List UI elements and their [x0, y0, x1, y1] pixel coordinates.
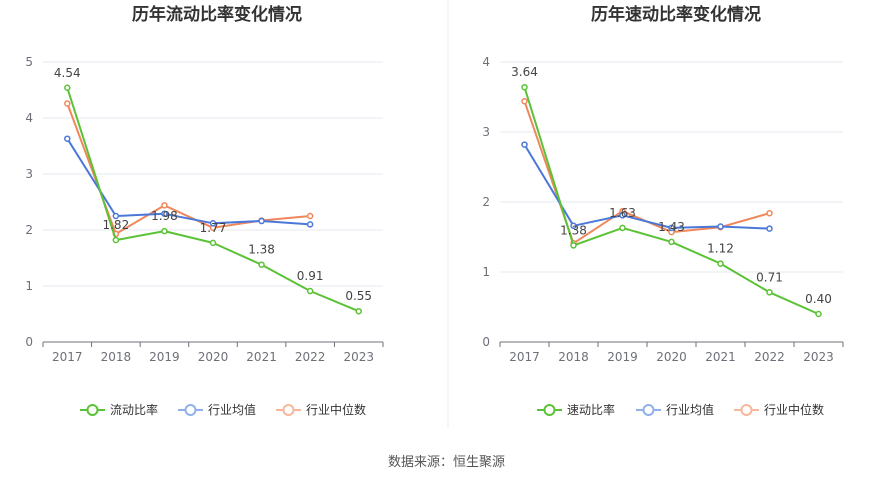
data-point-industry-median: [161, 202, 168, 209]
data-point-industry-average: [668, 224, 675, 232]
data-point-ratio: [112, 236, 120, 244]
data-point-industry-average: [64, 135, 71, 142]
data-point-industry-average: [521, 141, 528, 148]
y-tick-label: 3: [25, 167, 33, 181]
data-point-ratio: [570, 242, 577, 249]
data-label: 3.64: [511, 65, 538, 79]
x-tick-label: 2019: [149, 350, 180, 364]
y-tick-label: 2: [482, 195, 490, 209]
x-tick-label: 2018: [558, 350, 589, 364]
legend-label-ratio: 流动比率: [110, 402, 158, 417]
legend-label-industry-median: 行业中位数: [306, 402, 366, 417]
data-point-industry-median: [766, 209, 773, 217]
x-tick-label: 2017: [509, 350, 540, 364]
x-tick-label: 2018: [101, 350, 132, 364]
data-point-industry-average: [619, 212, 626, 219]
data-point-ratio: [766, 289, 773, 296]
data-point-ratio: [306, 287, 314, 295]
data-label: 4.54: [54, 66, 81, 80]
x-tick-label: 2022: [754, 350, 785, 364]
data-point-industry-average: [112, 212, 120, 220]
data-point-ratio: [717, 260, 724, 267]
x-tick-label: 2022: [295, 350, 326, 364]
data-label: 1.98: [151, 209, 178, 223]
legend-label-industry-median: 行业中位数: [764, 402, 824, 417]
data-label: 1.77: [200, 221, 227, 235]
legend-marker-industry-average: [184, 404, 197, 416]
y-tick-label: 5: [25, 55, 33, 69]
data-label: 0.91: [297, 269, 324, 283]
x-tick-label: 2020: [656, 350, 687, 364]
legend-marker-industry-median: [282, 404, 295, 416]
data-point-industry-average: [306, 221, 314, 228]
x-tick-label: 2021: [246, 350, 277, 364]
data-point-ratio: [209, 239, 217, 247]
x-tick-label: 2019: [607, 350, 638, 364]
data-point-industry-average: [161, 210, 168, 218]
data-point-industry-average: [209, 220, 217, 227]
legend-label-ratio: 速动比率: [567, 402, 615, 417]
data-point-industry-average: [258, 217, 265, 225]
data-point-ratio: [258, 261, 265, 268]
x-tick-label: 2023: [343, 350, 374, 364]
legend-label-industry-average: 行业均值: [666, 402, 714, 417]
data-point-ratio: [668, 238, 675, 246]
data-point-ratio: [161, 227, 168, 235]
data-label: 1.63: [609, 206, 636, 220]
y-tick-label: 4: [25, 111, 33, 125]
legend-marker-industry-average: [642, 404, 655, 416]
data-point-ratio: [355, 307, 362, 315]
x-tick-label: 2023: [803, 350, 834, 364]
legend-label-industry-average: 行业均值: [208, 402, 256, 417]
y-tick-label: 0: [25, 335, 33, 349]
series-line-industry-average: [523, 144, 770, 230]
data-point-industry-median: [306, 212, 314, 220]
chart-title: 历年流动比率变化情况: [132, 4, 302, 25]
data-label: 1.43: [658, 220, 685, 234]
y-tick-label: 0: [482, 335, 490, 349]
data-label: 1.38: [248, 243, 275, 257]
data-point-ratio: [815, 310, 822, 318]
data-label: 1.38: [560, 223, 587, 237]
data-point-industry-median: [521, 97, 528, 105]
y-tick-label: 3: [482, 125, 490, 139]
y-tick-label: 1: [482, 265, 490, 279]
series-line-industry-median: [66, 103, 311, 235]
data-label: 1.12: [707, 242, 734, 256]
x-tick-label: 2021: [705, 350, 736, 364]
data-source-note: 数据来源：恒生聚源: [388, 455, 505, 470]
y-tick-label: 2: [25, 223, 33, 237]
x-tick-label: 2017: [52, 350, 83, 364]
data-point-industry-average: [717, 223, 724, 230]
y-tick-label: 1: [25, 279, 33, 293]
y-tick-label: 4: [482, 55, 490, 69]
data-point-ratio: [64, 84, 71, 92]
data-point-industry-average: [570, 222, 577, 230]
chart-panel-current-ratio: 历年流动比率变化情况 0 1 2 3 4 5 2017 2018 2019 2020 2021 2022…: [25, 4, 384, 417]
data-point-ratio: [619, 224, 626, 232]
legend-marker-industry-median: [740, 404, 753, 416]
series-line-industry-average: [66, 138, 311, 226]
data-label: 0.71: [756, 270, 783, 284]
legend-marker-ratio: [86, 404, 99, 416]
data-label: 0.40: [805, 292, 832, 306]
data-point-ratio: [521, 83, 528, 91]
chart-title: 历年速动比率变化情况: [591, 4, 761, 25]
data-label: 0.55: [345, 289, 372, 303]
x-tick-label: 2020: [198, 350, 229, 364]
legend-marker-ratio: [543, 404, 556, 416]
chart-panel-quick-ratio: 历年速动比率变化情况 0 1 2 3 4 2017 2018 2019 2020 2021 2022 2…: [482, 4, 844, 417]
data-label: 1.82: [102, 218, 129, 232]
data-point-industry-average: [766, 225, 773, 232]
data-point-industry-median: [64, 100, 71, 107]
